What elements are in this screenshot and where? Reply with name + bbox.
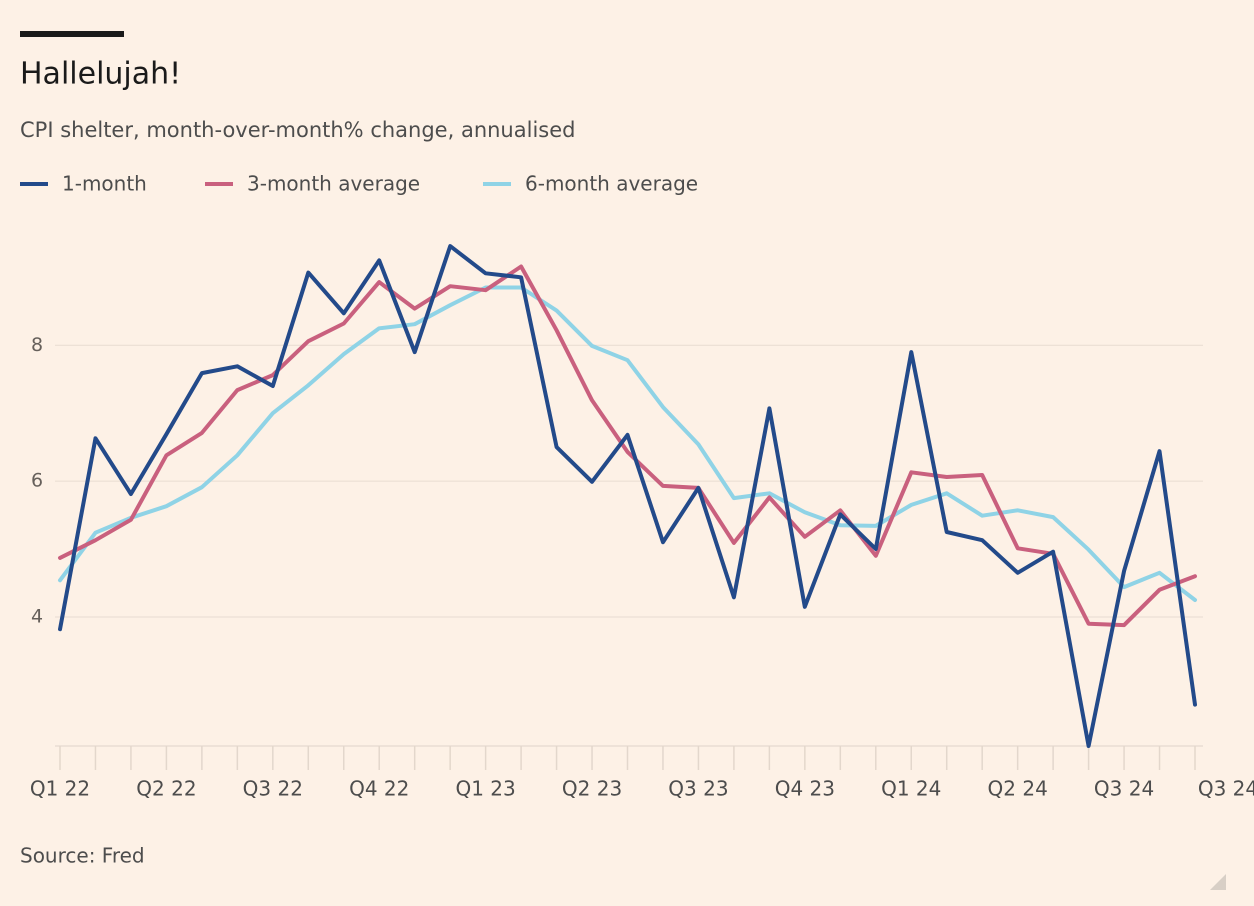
x-tick-label: Q3 24 <box>1198 777 1254 801</box>
legend-label: 1-month <box>62 172 147 196</box>
legend-label: 6-month average <box>525 172 698 196</box>
x-tick-label: Q2 24 <box>988 777 1048 801</box>
chart-subtitle: CPI shelter, month-over-month% change, a… <box>20 118 575 142</box>
x-tick-label: Q3 23 <box>668 777 728 801</box>
x-tick-label: Q1 22 <box>30 777 90 801</box>
x-tick-label: Q3 24 <box>1094 777 1154 801</box>
series-line <box>58 285 1197 602</box>
resize-handle <box>1210 874 1226 890</box>
x-tick-label: Q3 22 <box>243 777 303 801</box>
x-tick-label: Q4 22 <box>349 777 409 801</box>
y-tick-label: 8 <box>31 334 43 356</box>
x-tick-label: Q1 24 <box>881 777 941 801</box>
x-tick-label: Q1 23 <box>455 777 515 801</box>
series-line <box>58 264 1197 628</box>
series-line <box>58 244 1197 748</box>
y-tick-label: 4 <box>31 605 43 627</box>
source: Source: Fred <box>20 844 145 868</box>
x-tick-label: Q4 23 <box>775 777 835 801</box>
x-tick-label: Q2 23 <box>562 777 622 801</box>
chart-title: Hallelujah! <box>20 57 181 92</box>
title-bar <box>20 31 124 37</box>
y-tick-label: 6 <box>31 470 43 492</box>
legend-label: 3-month average <box>247 172 420 196</box>
x-tick-label: Q2 22 <box>136 777 196 801</box>
